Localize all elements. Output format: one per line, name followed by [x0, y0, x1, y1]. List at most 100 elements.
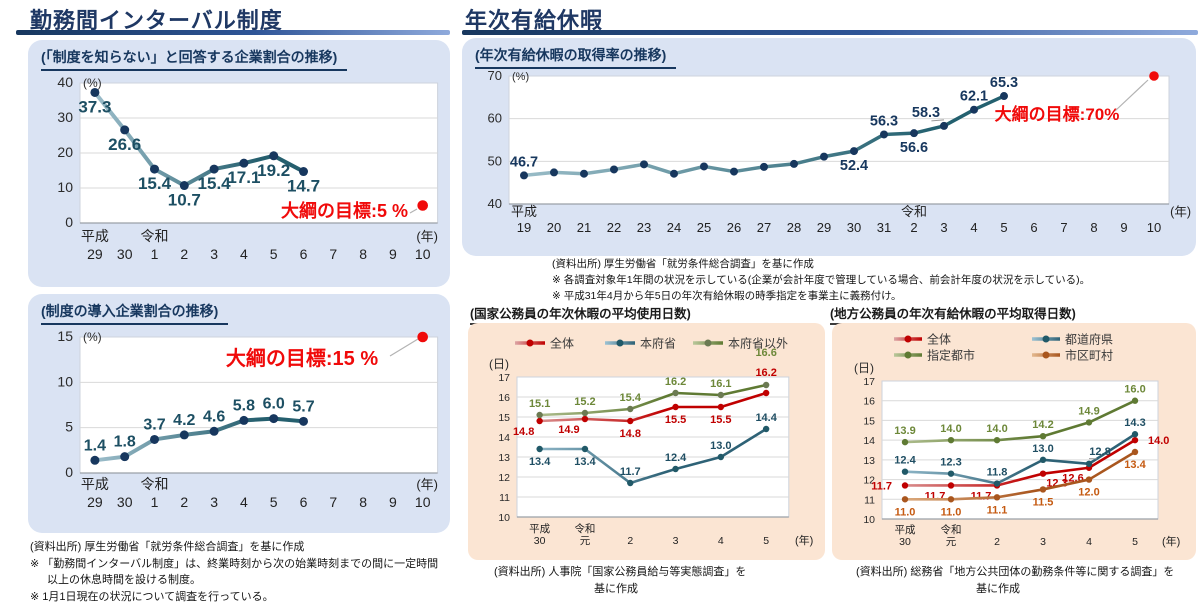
svg-text:平成: 平成 [895, 524, 916, 536]
svg-text:(年): (年) [416, 229, 438, 244]
svg-text:13.4: 13.4 [574, 456, 596, 468]
footnote: ※ 1月1日現在の状況について調査を行っている。 [30, 590, 274, 603]
series-adopting-company-share: 1.4 1.8 3.7 4.2 4.6 5.8 6.0 5.7 [84, 396, 315, 465]
target-label: 大綱の目標:70% [995, 104, 1120, 124]
panel-acquisition-rate: (年次有給休暇の取得率の推移) 40 50 60 70 (%) 19 20 21 22 23 24 2… [462, 38, 1196, 256]
svg-text:27: 27 [757, 220, 771, 235]
svg-text:70: 70 [488, 68, 502, 83]
svg-text:5.7: 5.7 [292, 398, 314, 415]
svg-text:7: 7 [1060, 220, 1067, 235]
panel-local-civil-servants: 10 11 12 13 14 15 16 17 (日) 平成 30 令和元 2 3 4 5 (年) 11.7 11.… [832, 323, 1196, 560]
svg-text:3: 3 [940, 220, 947, 235]
panel-national-civil-servants: 10 11 12 13 14 15 16 17 (日) 平成 30 令和元 2 3 4 5 (年) 14.8 14.… [468, 323, 825, 560]
svg-text:2: 2 [627, 535, 633, 547]
svg-text:24: 24 [667, 220, 681, 235]
svg-text:15.2: 15.2 [574, 396, 595, 408]
target-dot [417, 331, 429, 343]
footnotes-right: (資料出所) 厚生労働省「就労条件総合調査」を基に作成 ※ 各調査対象年1年間の… [552, 257, 1200, 304]
svg-text:12: 12 [498, 472, 510, 484]
svg-text:11.7: 11.7 [925, 490, 946, 502]
svg-text:14.0: 14.0 [940, 423, 961, 435]
svg-text:令和: 令和 [901, 204, 927, 219]
series-all: 14.8 14.9 14.8 15.5 15.5 16.2 [513, 367, 777, 440]
svg-text:9: 9 [389, 246, 397, 262]
svg-text:10: 10 [415, 246, 431, 262]
svg-text:13.0: 13.0 [1032, 443, 1053, 455]
svg-text:30: 30 [117, 494, 133, 510]
chart-title-acquisition-rate: (年次有給休暇の取得率の推移) [475, 45, 677, 69]
svg-text:15.5: 15.5 [665, 414, 686, 426]
svg-text:10: 10 [57, 179, 73, 195]
svg-text:1: 1 [151, 494, 159, 510]
svg-text:46.7: 46.7 [510, 154, 538, 170]
svg-text:4: 4 [1086, 536, 1092, 548]
svg-text:4: 4 [240, 494, 248, 510]
svg-text:3: 3 [210, 246, 218, 262]
svg-text:23: 23 [637, 220, 651, 235]
chart-title-local-civil-servants: (地方公務員の年次有給休暇の平均取得日数) [830, 303, 1080, 325]
svg-text:17: 17 [863, 376, 875, 388]
svg-text:20: 20 [547, 220, 561, 235]
svg-text:40: 40 [57, 74, 73, 90]
footnote: ※ 平成31年4月から年5日の年次有給休暇の時季指定を事業主に義務付け。 [552, 289, 902, 302]
svg-text:13.4: 13.4 [529, 456, 551, 468]
target-dot [1149, 71, 1159, 81]
svg-text:62.1: 62.1 [960, 89, 988, 105]
svg-text:65.3: 65.3 [990, 75, 1018, 91]
source-national: (資料出所) 人事院「国家公務員給与等実態調査」を 基に作成 [494, 566, 747, 595]
svg-text:37.3: 37.3 [78, 97, 111, 116]
svg-text:16.2: 16.2 [755, 367, 776, 379]
svg-text:29: 29 [87, 494, 103, 510]
svg-text:16.0: 16.0 [1124, 384, 1145, 396]
svg-text:30: 30 [117, 246, 133, 262]
footnote: (資料出所) 厚生労働省「就労条件総合調査」を基に作成 [30, 541, 305, 553]
svg-text:25: 25 [697, 220, 711, 235]
svg-text:6: 6 [300, 494, 308, 510]
svg-text:21: 21 [577, 220, 591, 235]
svg-text:令和: 令和 [141, 476, 169, 492]
svg-text:2: 2 [180, 246, 188, 262]
svg-text:令和: 令和 [141, 228, 169, 244]
svg-text:10: 10 [57, 373, 73, 389]
svg-text:4.2: 4.2 [173, 412, 195, 429]
svg-text:12.4: 12.4 [665, 452, 687, 464]
svg-text:5: 5 [270, 246, 278, 262]
legend-item-all: 全体 [894, 332, 951, 347]
series-non-headquarters: 15.1 15.2 15.4 16.2 16.1 16.6 [529, 347, 777, 419]
svg-text:15.5: 15.5 [710, 414, 731, 426]
svg-text:6: 6 [1030, 220, 1037, 235]
svg-text:56.3: 56.3 [870, 113, 898, 129]
legend-item-non-headquarters: 本府省以外 [693, 336, 788, 351]
svg-text:(年): (年) [416, 477, 438, 492]
svg-text:1: 1 [151, 246, 159, 262]
svg-text:12.3: 12.3 [940, 457, 961, 469]
svg-text:19.2: 19.2 [257, 161, 290, 180]
svg-text:0: 0 [65, 214, 73, 230]
svg-text:16.2: 16.2 [665, 376, 686, 388]
svg-text:14.2: 14.2 [1032, 419, 1053, 431]
svg-text:12.0: 12.0 [1078, 487, 1099, 499]
svg-text:市区町村: 市区町村 [1065, 348, 1113, 363]
chart-adoption: 0 5 10 15 (%) 29 30 1 2 3 4 5 6 7 8 9 10 平成 令和 (年) 1.4 1.8 3.7… [34, 325, 444, 536]
svg-text:8: 8 [1090, 220, 1097, 235]
svg-text:15.1: 15.1 [529, 398, 550, 410]
header-underline-bar-right [462, 30, 1198, 35]
svg-text:10: 10 [1147, 220, 1161, 235]
svg-text:(日): (日) [854, 361, 874, 375]
svg-text:都道府県: 都道府県 [1065, 332, 1113, 347]
legend-item-all: 全体 [515, 336, 574, 351]
target-label: 大綱の目標:15 % [226, 346, 378, 370]
svg-text:13.9: 13.9 [894, 425, 915, 437]
svg-text:60: 60 [488, 111, 502, 126]
target-label: 大綱の目標:5 % [281, 200, 408, 221]
series-headquarters: 13.4 13.4 11.7 12.4 13.0 14.4 [529, 412, 778, 487]
svg-text:3.7: 3.7 [143, 416, 165, 433]
header-underline-bar-left [16, 30, 450, 35]
svg-text:30: 30 [847, 220, 861, 235]
svg-text:16: 16 [863, 396, 875, 408]
svg-text:12: 12 [863, 475, 875, 487]
svg-text:13.0: 13.0 [710, 440, 731, 452]
svg-text:令和: 令和 [574, 522, 595, 535]
svg-text:4: 4 [970, 220, 977, 235]
